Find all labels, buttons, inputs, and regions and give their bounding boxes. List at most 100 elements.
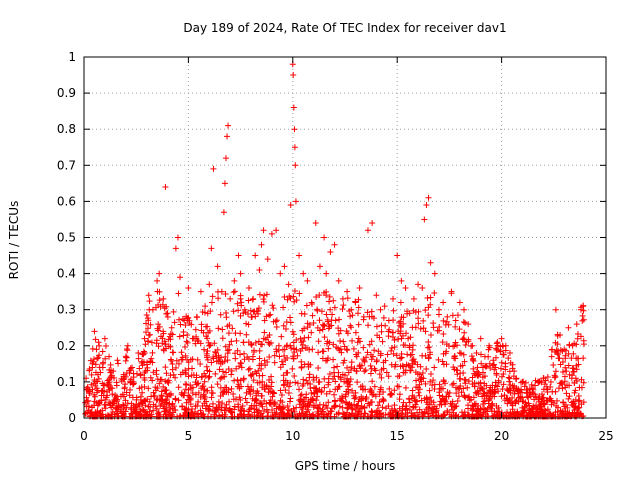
roti-point: [205, 406, 212, 413]
roti-point: [361, 357, 368, 364]
roti-point: [378, 328, 385, 335]
roti-point: [223, 407, 230, 414]
roti-point: [572, 375, 579, 382]
roti-point: [193, 381, 200, 388]
roti-point: [470, 406, 477, 413]
roti-point: [127, 376, 134, 383]
roti-point: [425, 355, 432, 362]
roti-point: [343, 388, 350, 395]
roti-point: [148, 339, 155, 346]
roti-point: [205, 329, 212, 336]
roti-point: [106, 387, 113, 394]
roti-point: [344, 380, 351, 387]
roti-point: [572, 387, 579, 394]
roti-point: [409, 324, 416, 331]
roti-point: [349, 337, 356, 344]
roti-point: [348, 359, 355, 366]
roti-point: [113, 382, 120, 389]
roti-point: [137, 397, 144, 404]
roti-point: [281, 294, 288, 301]
roti-point: [457, 363, 464, 370]
roti-point: [406, 362, 413, 369]
roti-point: [237, 270, 244, 277]
roti-point: [237, 295, 244, 302]
roti-point: [555, 413, 562, 420]
roti-point: [458, 350, 465, 357]
roti-point: [309, 346, 316, 353]
roti-point: [430, 324, 437, 331]
roti-point: [442, 401, 449, 408]
roti-point: [221, 413, 228, 420]
roti-point: [187, 382, 194, 389]
roti-point: [495, 377, 502, 384]
roti-point: [182, 386, 189, 393]
roti-point: [573, 355, 580, 362]
roti-point: [141, 335, 148, 342]
roti-point: [481, 353, 488, 360]
roti-point: [123, 354, 130, 361]
roti-point: [376, 391, 383, 398]
roti-point: [172, 364, 179, 371]
roti-point: [413, 384, 420, 391]
roti-point: [154, 277, 161, 284]
roti-point: [525, 394, 532, 401]
roti-point: [215, 358, 222, 365]
roti-point: [521, 383, 528, 390]
roti-point: [419, 413, 426, 420]
roti-point: [409, 392, 416, 399]
roti-point: [149, 377, 156, 384]
roti-point: [194, 380, 201, 387]
roti-point: [350, 392, 357, 399]
roti-point: [118, 375, 125, 382]
roti-point: [171, 319, 178, 326]
roti-point: [176, 316, 183, 323]
roti-point: [339, 306, 346, 313]
roti-point: [345, 413, 352, 420]
roti-point: [291, 144, 298, 151]
roti-point: [410, 342, 417, 349]
roti-point: [158, 333, 165, 340]
roti-point: [198, 412, 205, 419]
roti-point: [411, 358, 418, 365]
roti-point: [144, 367, 151, 374]
roti-point: [494, 339, 501, 346]
roti-point: [500, 371, 507, 378]
roti-point: [276, 403, 283, 410]
x-tick-label: 20: [494, 429, 509, 443]
roti-point: [379, 338, 386, 345]
roti-point: [417, 375, 424, 382]
roti-point: [444, 313, 451, 320]
roti-point: [427, 371, 434, 378]
roti-point: [386, 385, 393, 392]
roti-point: [465, 321, 472, 328]
roti-point: [162, 341, 169, 348]
y-tick-label: 0.3: [57, 303, 76, 317]
roti-point: [175, 290, 182, 297]
roti-point: [375, 348, 382, 355]
roti-point: [542, 407, 549, 414]
roti-point: [460, 335, 467, 342]
roti-point: [383, 369, 390, 376]
roti-point: [165, 377, 172, 384]
roti-point: [416, 406, 423, 413]
roti-point: [358, 393, 365, 400]
roti-point: [323, 390, 330, 397]
roti-point: [314, 324, 321, 331]
roti-point: [352, 299, 359, 306]
roti-point: [145, 403, 152, 410]
roti-point: [92, 361, 99, 368]
roti-point: [368, 356, 375, 363]
roti-point: [182, 352, 189, 359]
roti-point: [458, 389, 465, 396]
roti-point: [194, 356, 201, 363]
roti-point: [344, 347, 351, 354]
roti-point: [426, 387, 433, 394]
roti-point: [150, 389, 157, 396]
roti-point: [224, 347, 231, 354]
roti-point: [243, 320, 250, 327]
roti-point: [278, 392, 285, 399]
roti-point: [260, 335, 267, 342]
roti-point: [485, 400, 492, 407]
roti-point: [176, 333, 183, 340]
roti-point: [355, 321, 362, 328]
